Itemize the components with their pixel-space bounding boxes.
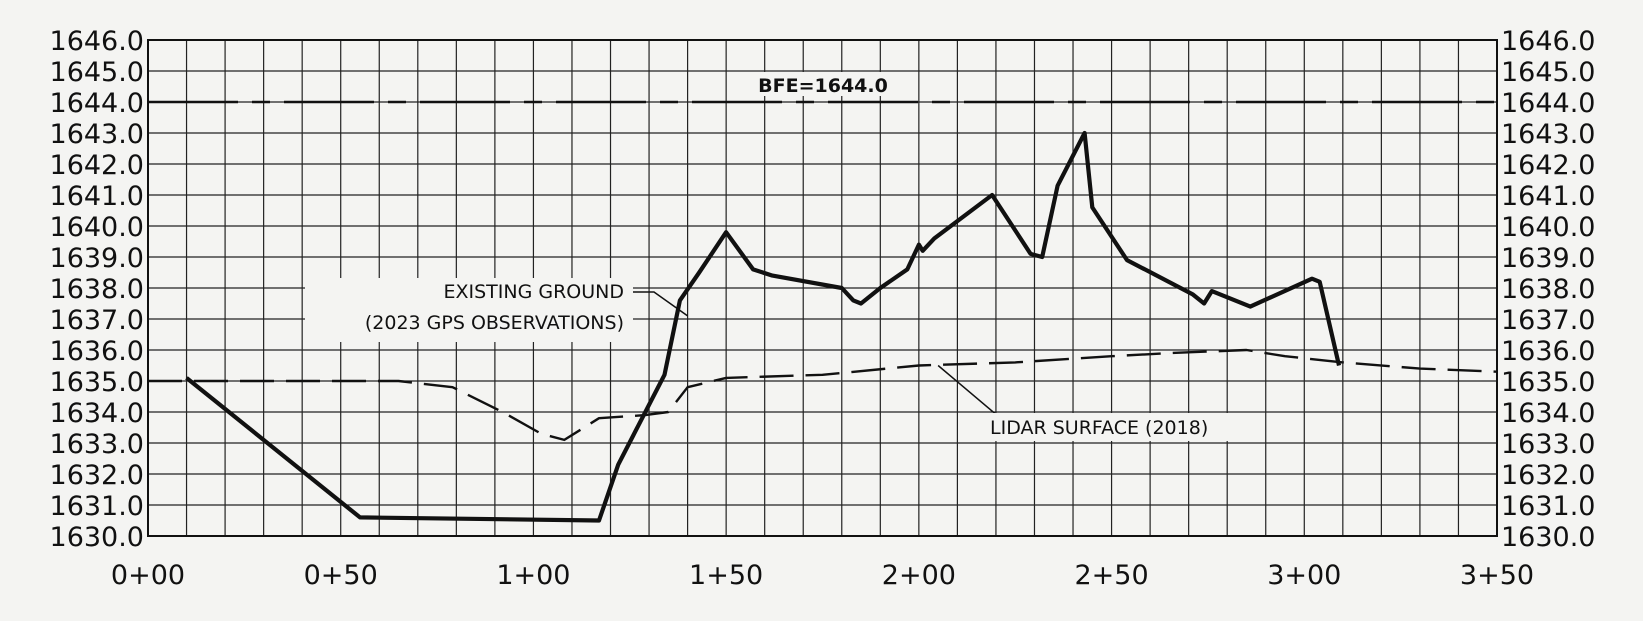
y-tick-label-left: 1645.0 bbox=[50, 57, 144, 88]
y-tick-label-right: 1632.0 bbox=[1501, 460, 1595, 491]
y-tick-labels-left: 1646.01645.01644.01643.01642.01641.01640… bbox=[50, 26, 144, 553]
y-tick-label-right: 1645.0 bbox=[1501, 57, 1595, 88]
y-tick-label-left: 1639.0 bbox=[50, 243, 144, 274]
plot-frame bbox=[147, 39, 1498, 537]
y-tick-label-right: 1637.0 bbox=[1501, 305, 1595, 336]
y-tick-label-right: 1631.0 bbox=[1501, 491, 1595, 522]
x-tick-label: 3+50 bbox=[1460, 560, 1534, 591]
y-tick-label-left: 1637.0 bbox=[50, 305, 144, 336]
y-tick-label-left: 1644.0 bbox=[50, 88, 144, 119]
y-tick-label-left: 1636.0 bbox=[50, 336, 144, 367]
y-tick-label-right: 1643.0 bbox=[1501, 119, 1595, 150]
lidar-surface-label: LIDAR SURFACE (2018) bbox=[990, 417, 1208, 439]
x-tick-label: 1+50 bbox=[689, 560, 763, 591]
lidar-label-background bbox=[985, 413, 1231, 441]
y-tick-label-left: 1646.0 bbox=[50, 26, 144, 57]
plot-border bbox=[147, 39, 1498, 537]
y-tick-label-left: 1635.0 bbox=[50, 367, 144, 398]
y-tick-label-left: 1632.0 bbox=[50, 460, 144, 491]
y-tick-label-right: 1641.0 bbox=[1501, 181, 1595, 212]
y-tick-label-right: 1635.0 bbox=[1501, 367, 1595, 398]
y-tick-label-right: 1636.0 bbox=[1501, 336, 1595, 367]
y-tick-label-right: 1639.0 bbox=[1501, 243, 1595, 274]
y-tick-label-left: 1631.0 bbox=[50, 491, 144, 522]
x-tick-label: 3+00 bbox=[1267, 560, 1341, 591]
y-tick-label-left: 1643.0 bbox=[50, 119, 144, 150]
existing-ground-line bbox=[185, 130, 1342, 523]
y-tick-label-right: 1642.0 bbox=[1501, 150, 1595, 181]
y-tick-label-right: 1630.0 bbox=[1501, 522, 1595, 553]
y-tick-label-left: 1638.0 bbox=[50, 274, 144, 305]
series-group bbox=[147, 130, 1498, 523]
y-tick-label-right: 1638.0 bbox=[1501, 274, 1595, 305]
x-tick-label: 1+00 bbox=[496, 560, 570, 591]
y-tick-label-left: 1633.0 bbox=[50, 429, 144, 460]
y-tick-label-right: 1644.0 bbox=[1501, 88, 1595, 119]
y-tick-label-left: 1642.0 bbox=[50, 150, 144, 181]
x-tick-label: 2+00 bbox=[882, 560, 956, 591]
y-tick-labels-right: 1646.01645.01644.01643.01642.01641.01640… bbox=[1501, 26, 1595, 553]
bfe-label-background bbox=[748, 72, 898, 96]
y-tick-label-right: 1633.0 bbox=[1501, 429, 1595, 460]
y-tick-label-right: 1640.0 bbox=[1501, 212, 1595, 243]
existing-ground-label-background bbox=[305, 278, 633, 342]
x-tick-labels: 0+00 0+50 1+00 1+50 2+00 2+50 3+00 3+50 bbox=[111, 560, 1534, 591]
y-tick-label-left: 1641.0 bbox=[50, 181, 144, 212]
y-tick-label-right: 1646.0 bbox=[1501, 26, 1595, 57]
lidar-surface-line bbox=[148, 348, 1498, 442]
x-tick-label: 2+50 bbox=[1074, 560, 1148, 591]
y-tick-label-left: 1634.0 bbox=[50, 398, 144, 429]
bfe-label: BFE=1644.0 bbox=[758, 75, 888, 97]
x-tick-label: 0+00 bbox=[111, 560, 185, 591]
existing-ground-sublabel: (2023 GPS OBSERVATIONS) bbox=[365, 312, 624, 334]
existing-ground-label: EXISTING GROUND bbox=[444, 281, 625, 303]
y-tick-label-right: 1634.0 bbox=[1501, 398, 1595, 429]
x-tick-label: 0+50 bbox=[304, 560, 378, 591]
y-tick-label-left: 1630.0 bbox=[50, 522, 144, 553]
y-tick-label-left: 1640.0 bbox=[50, 212, 144, 243]
chart-grid bbox=[148, 40, 1497, 536]
existing-ground-leader bbox=[628, 291, 689, 317]
